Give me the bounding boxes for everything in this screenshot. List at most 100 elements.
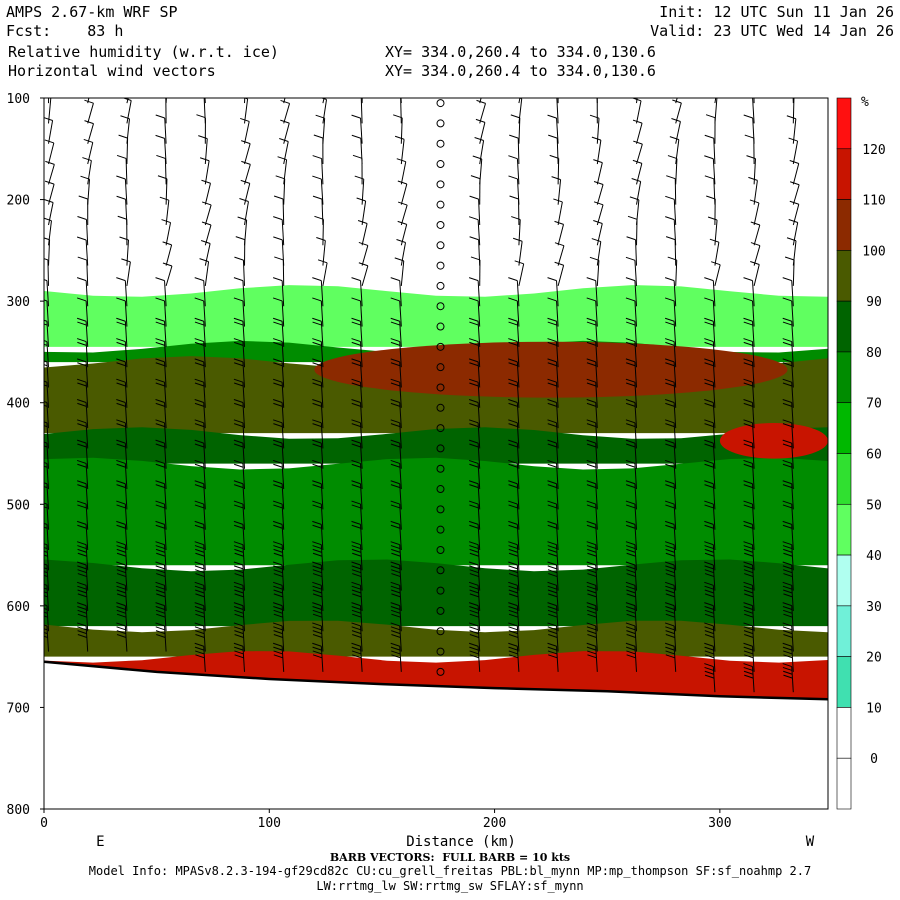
wind-barb-flag (782, 378, 792, 383)
wind-barb-shaft (46, 564, 50, 591)
wind-barb-shaft (164, 463, 167, 490)
wind-barb-shaft (203, 524, 206, 551)
wind-barb-shaft (557, 201, 563, 226)
wind-barb-flag (782, 545, 793, 550)
y-tick-label: 400 (7, 397, 30, 412)
wind-barb-flag (118, 134, 128, 139)
wind-barb-shaft (124, 280, 128, 307)
wind-barb-flag (468, 500, 479, 505)
wind-barb-flag (44, 180, 55, 185)
wind-barb-flag (116, 524, 126, 529)
wind-barb-flag (743, 589, 754, 594)
wind-barb-shaft (556, 361, 559, 388)
wind-barb-flag (351, 423, 361, 428)
wind-barb-shaft (752, 443, 755, 469)
wind-barb-flag (312, 155, 322, 160)
colorbar-band (836, 453, 852, 505)
wind-barb-flag (704, 362, 714, 367)
wind-barb-flag (390, 541, 400, 546)
wind-barb-shaft (360, 524, 363, 551)
wind-barb-shaft (634, 483, 638, 510)
wind-barb-shaft (360, 544, 363, 571)
wind-barb-flag (392, 94, 401, 97)
wind-barb-flag (195, 548, 205, 553)
wind-barb-shaft (477, 605, 481, 632)
wind-barb-flag (155, 504, 165, 509)
wind-barb-flag (155, 402, 165, 407)
wind-barb-flag (586, 338, 596, 343)
wind-barb-flag (234, 626, 244, 631)
wind-barb-flag (508, 480, 518, 485)
wind-barb-flag (704, 589, 714, 594)
wind-barb-shaft (516, 402, 520, 429)
wind-barb-shaft (595, 483, 598, 510)
wind-barb-flag (233, 520, 244, 525)
wind-barb-flag (76, 581, 87, 586)
wind-barb-flag (547, 378, 557, 383)
wind-barb-shaft (320, 341, 324, 368)
wind-barb-flag (625, 358, 636, 363)
wind-barb-flag (665, 484, 675, 489)
wind-barb-flag (547, 565, 557, 570)
wind-barb-flag (508, 524, 518, 529)
wind-barb-flag (116, 382, 126, 387)
wind-barb-flag (155, 484, 165, 489)
wind-barb-flag (625, 520, 636, 525)
wind-barb-flag (547, 297, 557, 302)
x-tick-label: 0 (40, 816, 48, 831)
wind-barb-shaft (85, 544, 89, 571)
wind-barb-flag (312, 634, 323, 638)
wind-barb-flag (704, 297, 714, 302)
wind-barb-flag (704, 606, 714, 610)
wind-barb-shaft (320, 179, 324, 205)
wind-barb-flag (704, 155, 714, 160)
wind-barb-shaft (477, 443, 481, 469)
wind-barb-shaft (46, 605, 50, 632)
wind-barb-shaft (399, 382, 402, 408)
wind-barb-flag (234, 565, 244, 570)
wind-barb-shaft (556, 625, 559, 652)
wind-barb-flag (587, 650, 597, 655)
wind-barb-flag (508, 443, 518, 448)
wind-barb-flag (744, 74, 753, 77)
wind-barb-flag (664, 541, 675, 546)
wind-barb-flag (743, 402, 753, 407)
wind-barb-flag (155, 459, 165, 464)
wind-barb-flag (743, 504, 753, 509)
wind-barb-flag (155, 439, 165, 444)
wind-barb-shaft (791, 666, 794, 693)
wind-barb-flag (705, 114, 716, 119)
wind-barb-flag (44, 380, 48, 383)
wind-barb-shaft (320, 524, 324, 551)
wind-barb-flag (586, 382, 597, 387)
wind-barb-flag (233, 622, 244, 627)
wind-barb-flag (743, 548, 754, 553)
wind-barb-shaft (46, 300, 50, 327)
wind-barb-flag (352, 593, 362, 598)
wind-barb-flag (587, 548, 597, 553)
wind-barb-flag (390, 317, 400, 322)
wind-barb-flag (586, 358, 596, 363)
wind-barb-flag (626, 646, 636, 651)
wind-barb-flag (312, 277, 322, 282)
wind-barb-shaft (204, 160, 210, 185)
rh-feature (584, 661, 828, 698)
wind-barb-flag (547, 484, 557, 489)
wind-barb-flag (626, 552, 636, 557)
wind-barb-shaft (283, 141, 289, 165)
wind-barb-shaft (85, 443, 89, 469)
wind-barb-flag (789, 160, 799, 164)
wind-barb-flag (664, 378, 675, 383)
wind-barb-shaft (320, 361, 324, 388)
wind-barb-shaft (320, 300, 324, 327)
wind-barb-flag (116, 423, 126, 428)
wind-barb-shaft (752, 483, 755, 510)
wind-barb-flag (468, 602, 479, 607)
cross-section-coords-2: XY= 334.0,260.4 to 334.0,130.6 (385, 62, 656, 80)
wind-barb-shaft (557, 224, 565, 246)
wind-barb-shaft (636, 122, 643, 144)
wind-barb-shaft (242, 646, 246, 672)
wind-barb-flag (116, 378, 126, 383)
wind-barb-flag (351, 480, 361, 485)
colorbar-tick-label: 60 (866, 448, 882, 463)
